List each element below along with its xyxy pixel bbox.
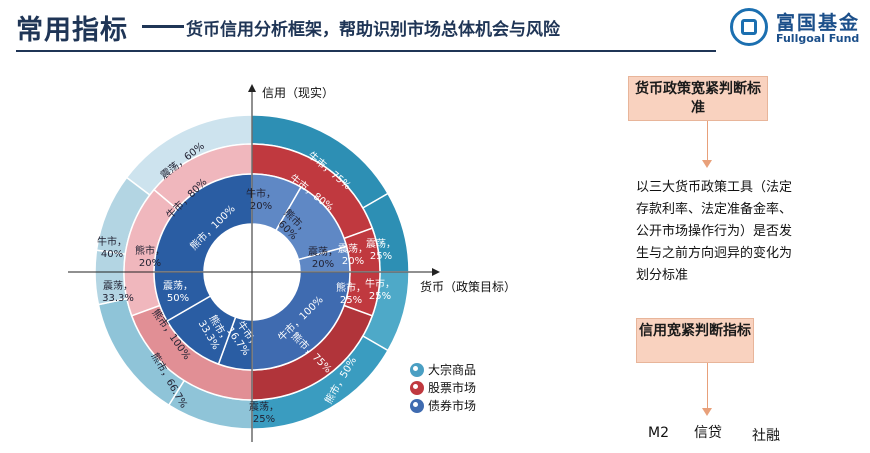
arrow-down-icon: [702, 408, 712, 416]
metric-social-financing: 社融: [752, 428, 780, 444]
middle-ring-label: 熊市， 25%: [336, 281, 366, 306]
vertical-axis-label: 信用（现实）: [262, 85, 334, 100]
credit-indicator-box: 信用宽紧判断指标: [636, 318, 754, 363]
arrow-down-icon: [702, 160, 712, 168]
header: 常用指标 货币信用分析框架，帮助识别市场总体机会与风险 富国基金 Fullgoa…: [0, 0, 870, 56]
inner-ring-segment: [251, 271, 351, 371]
inner-ring-label: 震荡， 20%: [308, 246, 338, 270]
credit-indicator-box-label: 信用宽紧判断指标: [639, 323, 751, 339]
outer-ring-label: 牛市， 25%: [365, 277, 395, 302]
monetary-policy-box-label: 货币政策宽紧判断标准: [635, 81, 761, 116]
metric-m2: M2: [648, 425, 669, 441]
metric-loans: 信贷: [694, 425, 722, 441]
legend-label-stock: 股票市场: [428, 381, 477, 395]
rings-layer: [94, 114, 410, 430]
inner-ring-label: 牛市， 20%: [246, 187, 276, 212]
title-dash: [142, 25, 184, 28]
legend-label-commodity: 大宗商品: [428, 363, 477, 377]
page-title: 常用指标: [16, 15, 128, 46]
monetary-policy-box: 货币政策宽紧判断标准: [628, 76, 768, 121]
middle-ring-label: 熊市， 20%: [135, 244, 165, 269]
policy-description: 以三大货币政策工具（法定存款利率、法定准备金率、公开市场操作行为）是否发生与之前…: [636, 180, 793, 283]
page-subtitle: 货币信用分析框架，帮助识别市场总体机会与风险: [186, 20, 560, 40]
outer-ring-label: 震荡， 25%: [366, 238, 396, 262]
horizontal-axis-label: 货币（政策目标）: [420, 279, 516, 294]
legend-commodity-icon: [410, 363, 424, 377]
logo-mark-icon: [730, 8, 768, 46]
header-divider: [16, 50, 716, 52]
inner-ring-segment: [153, 173, 253, 273]
outer-ring-label: 牛市， 40%: [97, 235, 127, 260]
arrow-line-2: [707, 363, 708, 409]
logo-text-en: Fullgoal Fund: [776, 32, 860, 45]
brand-logo: 富国基金 Fullgoal Fund: [730, 8, 862, 48]
outer-ring-label: 震荡， 33.3%: [102, 280, 134, 304]
middle-ring-label: 震荡， 20%: [338, 243, 368, 267]
inner-ring-label: 震荡， 50%: [163, 280, 193, 304]
legend-label-bond: 债券市场: [428, 399, 477, 413]
legend-bond-icon: [410, 399, 424, 413]
legend-stock-icon: [410, 381, 424, 395]
outer-ring-label: 震荡， 25%: [249, 401, 279, 425]
arrow-line-1: [707, 121, 708, 161]
logo-text-cn: 富国基金: [776, 12, 861, 34]
